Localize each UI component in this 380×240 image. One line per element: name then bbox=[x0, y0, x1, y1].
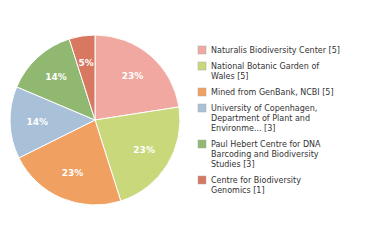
legend-swatch bbox=[198, 176, 206, 184]
legend-label: University of Copenhagen,Department of P… bbox=[211, 104, 317, 133]
legend: Naturalis Biodiversity Center [5] Nationa… bbox=[198, 46, 340, 195]
legend-swatch bbox=[198, 140, 206, 148]
pie-slice bbox=[95, 35, 179, 120]
legend-swatch bbox=[198, 88, 206, 96]
chart: 23% 23% 23% 14% 14% 5% Naturalis Biodiversity … bbox=[0, 0, 380, 240]
legend-label: Naturalis Biodiversity Center [5] bbox=[211, 46, 340, 55]
slice-label: 23% bbox=[62, 168, 84, 178]
legend-swatch bbox=[198, 46, 206, 54]
slice-label: 23% bbox=[122, 71, 144, 81]
slice-label: 14% bbox=[45, 72, 67, 82]
slice-label: 23% bbox=[133, 145, 155, 155]
legend-swatch bbox=[198, 62, 206, 70]
legend-label: National Botanic Garden ofWales [5] bbox=[211, 62, 319, 81]
legend-label: Centre for BiodiversityGenomics [1] bbox=[211, 176, 301, 195]
pie bbox=[10, 35, 180, 205]
slice-label: 5% bbox=[78, 58, 93, 68]
slice-labels: 23% 23% 23% 14% 14% 5% bbox=[26, 58, 154, 178]
slice-label: 14% bbox=[26, 117, 48, 127]
legend-label: Mined from GenBank, NCBI [5] bbox=[211, 88, 334, 97]
pie-slice bbox=[69, 35, 95, 120]
legend-swatch bbox=[198, 104, 206, 112]
legend-label: Paul Hebert Centre for DNABarcoding and … bbox=[211, 140, 321, 169]
